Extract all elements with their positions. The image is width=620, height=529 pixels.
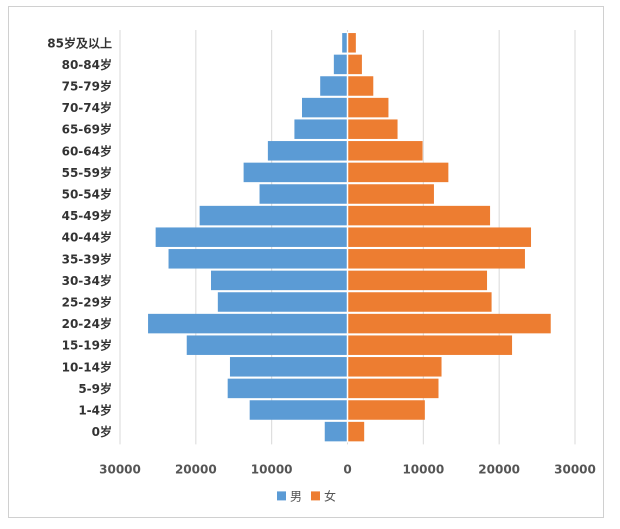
bar-女-65-69岁 [347,119,398,139]
bar-男-20-24岁 [148,313,348,334]
bar-男-60-64岁 [267,141,348,161]
chart-frame: 0岁 1-4岁 5-9岁 10-14岁 15-19岁 20-24岁 25-29岁 30-34岁… [8,6,604,518]
legend-swatch-男 [277,491,286,501]
bar-男-10-14岁 [229,357,348,377]
x-tick-label-4: 10000 [402,462,444,476]
category-label-45-49岁: 45-49岁 [62,208,112,223]
bar-男-65-69岁 [294,119,348,139]
bar-男-35-39岁 [168,249,348,269]
bar-男-55-59岁 [243,162,348,183]
bar-男-15-19岁 [186,335,348,355]
bar-女-30-34岁 [347,270,488,291]
bar-男-30-34岁 [211,270,348,291]
category-label-70-74岁: 70-74岁 [62,100,112,115]
category-label-15-19岁: 15-19岁 [62,338,112,353]
category-label-85岁及以上: 85岁及以上 [47,35,112,50]
bar-男-25-29岁 [217,292,348,312]
x-axis-tick-labels: 30000 20000 10000 0 10000 20000 30000 [99,462,596,476]
legend: 男女 [277,488,336,503]
bar-男-1-4岁 [249,400,348,420]
x-tick-label-0: 30000 [99,462,141,476]
bar-女-10-14岁 [347,357,442,377]
bar-女-20-24岁 [347,313,551,334]
bar-男-50-54岁 [259,184,348,204]
bar-男-5-9岁 [227,378,348,399]
bar-男-0岁 [324,421,348,442]
x-tick-label-1: 20000 [175,462,217,476]
x-tick-label-5: 20000 [478,462,520,476]
bar-女-55-59岁 [347,162,449,183]
category-label-0岁: 0岁 [92,424,112,439]
category-label-40-44岁: 40-44岁 [62,230,112,245]
bar-男-40-44岁 [155,227,348,247]
legend-swatch-女 [311,491,320,501]
bar-女-35-39岁 [347,249,525,269]
category-label-80-84岁: 80-84岁 [62,57,112,72]
bar-女-1-4岁 [347,400,425,420]
bar-女-75-79岁 [347,76,374,96]
bar-女-0岁 [347,421,365,442]
category-label-1-4岁: 1-4岁 [78,403,112,418]
category-label-75-79岁: 75-79岁 [62,79,112,94]
bar-男-45-49岁 [199,205,348,226]
bar-女-80-84岁 [347,54,362,75]
bar-男-85岁及以上 [342,33,348,53]
category-label-30-34岁: 30-34岁 [62,273,112,288]
legend-label-女: 女 [324,488,336,503]
x-tick-label-2: 10000 [251,462,293,476]
bar-男-80-84岁 [333,54,348,75]
category-label-5-9岁: 5-9岁 [78,381,112,396]
bar-女-45-49岁 [347,205,491,226]
bar-女-25-29岁 [347,292,492,312]
category-label-25-29岁: 25-29岁 [62,295,112,310]
bar-女-40-44岁 [347,227,532,247]
bar-女-50-54岁 [347,184,434,204]
x-tick-label-3: 0 [343,462,351,476]
category-labels: 0岁 1-4岁 5-9岁 10-14岁 15-19岁 20-24岁 25-29岁 30-34岁… [47,35,112,439]
legend-label-男: 男 [290,489,302,503]
category-label-50-54岁: 50-54岁 [62,187,112,202]
category-label-60-64岁: 60-64岁 [62,143,112,158]
category-label-65-69岁: 65-69岁 [62,122,112,137]
bar-女-60-64岁 [347,141,423,161]
category-label-35-39岁: 35-39岁 [62,251,112,266]
bar-男-75-79岁 [320,76,348,96]
bar-女-85岁及以上 [347,33,356,53]
category-label-20-24岁: 20-24岁 [62,316,112,331]
bar-女-70-74岁 [347,97,389,118]
bar-男-70-74岁 [302,97,348,118]
category-label-55-59岁: 55-59岁 [62,165,112,180]
population-pyramid-chart: 0岁 1-4岁 5-9岁 10-14岁 15-19岁 20-24岁 25-29岁 30-34岁… [47,30,596,503]
x-tick-label-6: 30000 [554,462,596,476]
category-label-10-14岁: 10-14岁 [62,359,112,374]
bars [148,32,551,443]
bar-女-15-19岁 [347,335,513,355]
bar-女-5-9岁 [347,378,439,399]
